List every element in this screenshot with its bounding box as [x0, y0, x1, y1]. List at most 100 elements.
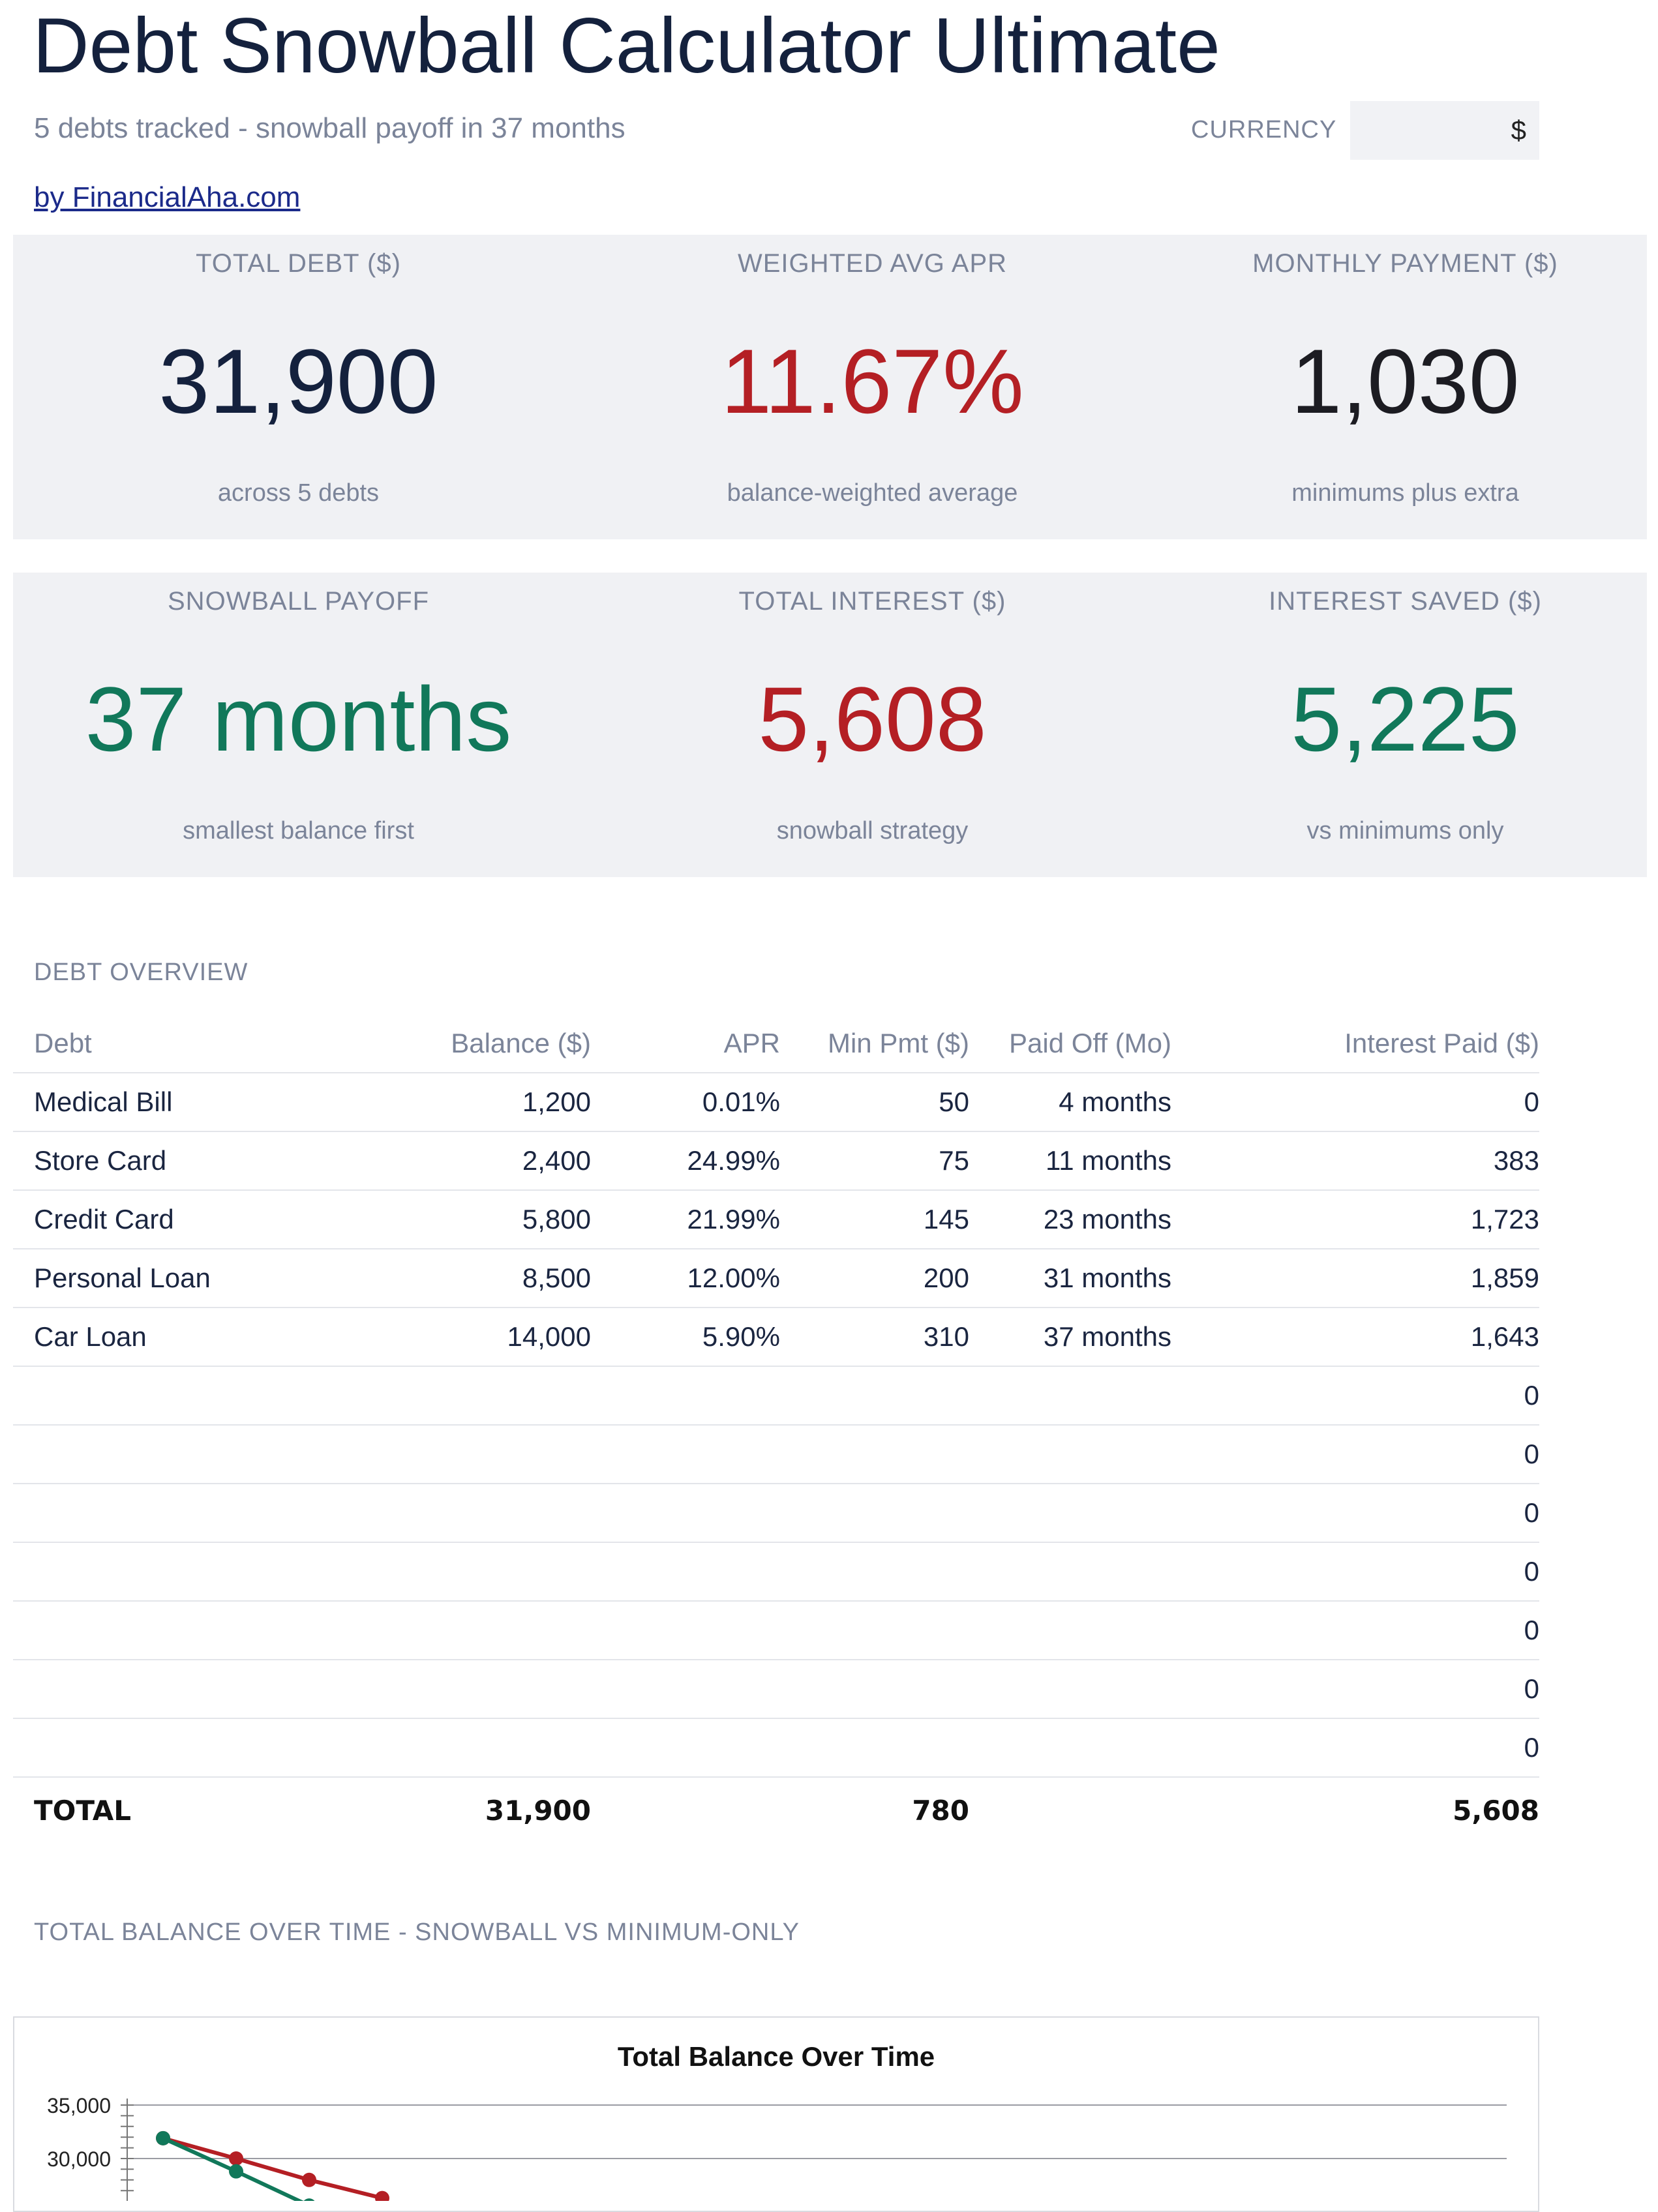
cell-min-pmt[interactable]: 50 [780, 1073, 969, 1132]
cell-paid-off[interactable] [969, 1366, 1171, 1426]
total-min-pmt: 780 [912, 1794, 969, 1827]
cell-balance[interactable]: 5,800 [352, 1190, 591, 1249]
cell-apr[interactable]: 12.00% [591, 1249, 780, 1308]
data-point [375, 2190, 389, 2201]
cell-apr[interactable] [591, 1425, 780, 1484]
kpi-panel-bottom: SNOWBALL PAYOFF 37 months smallest balan… [13, 573, 1647, 877]
cell-paid-off[interactable] [969, 1601, 1171, 1660]
cell-debt-name[interactable]: Store Card [13, 1131, 352, 1191]
cell-debt-name[interactable] [13, 1484, 352, 1543]
data-point [156, 2130, 170, 2145]
cell-apr[interactable] [591, 1660, 780, 1719]
cell-paid-off[interactable]: 31 months [969, 1249, 1171, 1308]
kpi-label: SNOWBALL PAYOFF [168, 587, 429, 616]
cell-paid-off[interactable] [969, 1660, 1171, 1719]
table-row: 0 [13, 1718, 1539, 1778]
cell-balance[interactable] [352, 1484, 591, 1543]
cell-paid-off[interactable]: 23 months [969, 1190, 1171, 1249]
cell-interest-paid[interactable]: 1,723 [1171, 1190, 1539, 1249]
cell-paid-off[interactable]: 37 months [969, 1308, 1171, 1367]
cell-debt-name[interactable]: Car Loan [13, 1308, 352, 1367]
chart-section-heading: TOTAL BALANCE OVER TIME - SNOWBALL VS MI… [34, 1919, 800, 1946]
cell-interest-paid[interactable]: 1,643 [1171, 1308, 1539, 1367]
cell-balance[interactable] [352, 1425, 591, 1484]
cell-debt-name[interactable] [13, 1718, 352, 1778]
cell-apr[interactable]: 5.90% [591, 1308, 780, 1367]
cell-debt-name[interactable] [13, 1425, 352, 1484]
cell-apr[interactable] [591, 1366, 780, 1426]
kpi-subtext: minimums plus extra [1291, 479, 1519, 507]
cell-balance[interactable] [352, 1366, 591, 1426]
cell-balance[interactable] [352, 1718, 591, 1778]
kpi-total-interest: TOTAL INTEREST ($) 5,608 snowball strate… [600, 573, 1145, 877]
kpi-monthly-payment: MONTHLY PAYMENT ($) 1,030 minimums plus … [1133, 235, 1658, 539]
cell-debt-name[interactable]: Personal Loan [13, 1249, 352, 1308]
cell-min-pmt[interactable] [780, 1601, 969, 1660]
cell-balance[interactable]: 1,200 [352, 1073, 591, 1132]
currency-input[interactable]: $ [1350, 101, 1539, 160]
cell-min-pmt[interactable]: 200 [780, 1249, 969, 1308]
cell-min-pmt[interactable] [780, 1660, 969, 1719]
cell-paid-off[interactable] [969, 1542, 1171, 1602]
cell-debt-name[interactable] [13, 1601, 352, 1660]
cell-apr[interactable]: 0.01% [591, 1073, 780, 1132]
cell-interest-paid[interactable]: 1,859 [1171, 1249, 1539, 1308]
table-row: Personal Loan 8,500 12.00% 200 31 months 1,85… [13, 1249, 1539, 1308]
byline-link[interactable]: by FinancialAha.com [34, 181, 301, 213]
kpi-subtext: across 5 debts [217, 479, 380, 507]
cell-min-pmt[interactable]: 310 [780, 1308, 969, 1367]
cell-balance[interactable]: 2,400 [352, 1131, 591, 1191]
cell-balance[interactable] [352, 1601, 591, 1660]
cell-apr[interactable] [591, 1601, 780, 1660]
data-point [302, 2172, 316, 2187]
kpi-label: MONTHLY PAYMENT ($) [1252, 249, 1558, 278]
cell-paid-off[interactable] [969, 1718, 1171, 1778]
cell-apr[interactable] [591, 1718, 780, 1778]
cell-debt-name[interactable] [13, 1660, 352, 1719]
column-header-paid-off: Paid Off (Mo) [969, 1014, 1171, 1073]
cell-paid-off[interactable] [969, 1425, 1171, 1484]
table-row: 0 [13, 1542, 1539, 1602]
column-header-balance: Balance ($) [352, 1014, 591, 1073]
cell-balance[interactable] [352, 1660, 591, 1719]
cell-interest-paid[interactable]: 0 [1171, 1542, 1539, 1602]
cell-min-pmt[interactable] [780, 1366, 969, 1426]
cell-paid-off[interactable] [969, 1484, 1171, 1543]
cell-debt-name[interactable] [13, 1542, 352, 1602]
cell-apr[interactable]: 24.99% [591, 1131, 780, 1191]
cell-interest-paid[interactable]: 0 [1171, 1425, 1539, 1484]
cell-debt-name[interactable] [13, 1366, 352, 1426]
cell-paid-off[interactable]: 4 months [969, 1073, 1171, 1132]
cell-min-pmt[interactable]: 75 [780, 1131, 969, 1191]
cell-interest-paid[interactable]: 0 [1171, 1660, 1539, 1719]
cell-interest-paid[interactable]: 0 [1171, 1718, 1539, 1778]
kpi-value: 5,225 [1291, 668, 1520, 770]
kpi-subtext: vs minimums only [1306, 817, 1504, 844]
column-header-debt: Debt [13, 1014, 352, 1073]
cell-interest-paid[interactable]: 0 [1171, 1484, 1539, 1543]
cell-debt-name[interactable]: Credit Card [13, 1190, 352, 1249]
table-row: 0 [13, 1601, 1539, 1660]
kpi-subtext: smallest balance first [183, 817, 414, 844]
cell-min-pmt[interactable] [780, 1425, 969, 1484]
cell-interest-paid[interactable]: 0 [1171, 1601, 1539, 1660]
chart-title: Total Balance Over Time [617, 2041, 935, 2072]
page-subtitle: 5 debts tracked - snowball payoff in 37 … [34, 112, 626, 144]
cell-min-pmt[interactable] [780, 1542, 969, 1602]
cell-interest-paid[interactable]: 383 [1171, 1131, 1539, 1191]
cell-apr[interactable] [591, 1542, 780, 1602]
table-row: 0 [13, 1366, 1539, 1426]
cell-apr[interactable] [591, 1484, 780, 1543]
cell-min-pmt[interactable] [780, 1484, 969, 1543]
cell-paid-off[interactable]: 11 months [969, 1131, 1171, 1191]
cell-balance[interactable]: 14,000 [352, 1308, 591, 1367]
cell-balance[interactable]: 8,500 [352, 1249, 591, 1308]
cell-interest-paid[interactable]: 0 [1171, 1366, 1539, 1426]
cell-min-pmt[interactable] [780, 1718, 969, 1778]
cell-interest-paid[interactable]: 0 [1171, 1073, 1539, 1132]
cell-apr[interactable]: 21.99% [591, 1190, 780, 1249]
cell-balance[interactable] [352, 1542, 591, 1602]
cell-min-pmt[interactable]: 145 [780, 1190, 969, 1249]
cell-debt-name[interactable]: Medical Bill [13, 1073, 352, 1132]
